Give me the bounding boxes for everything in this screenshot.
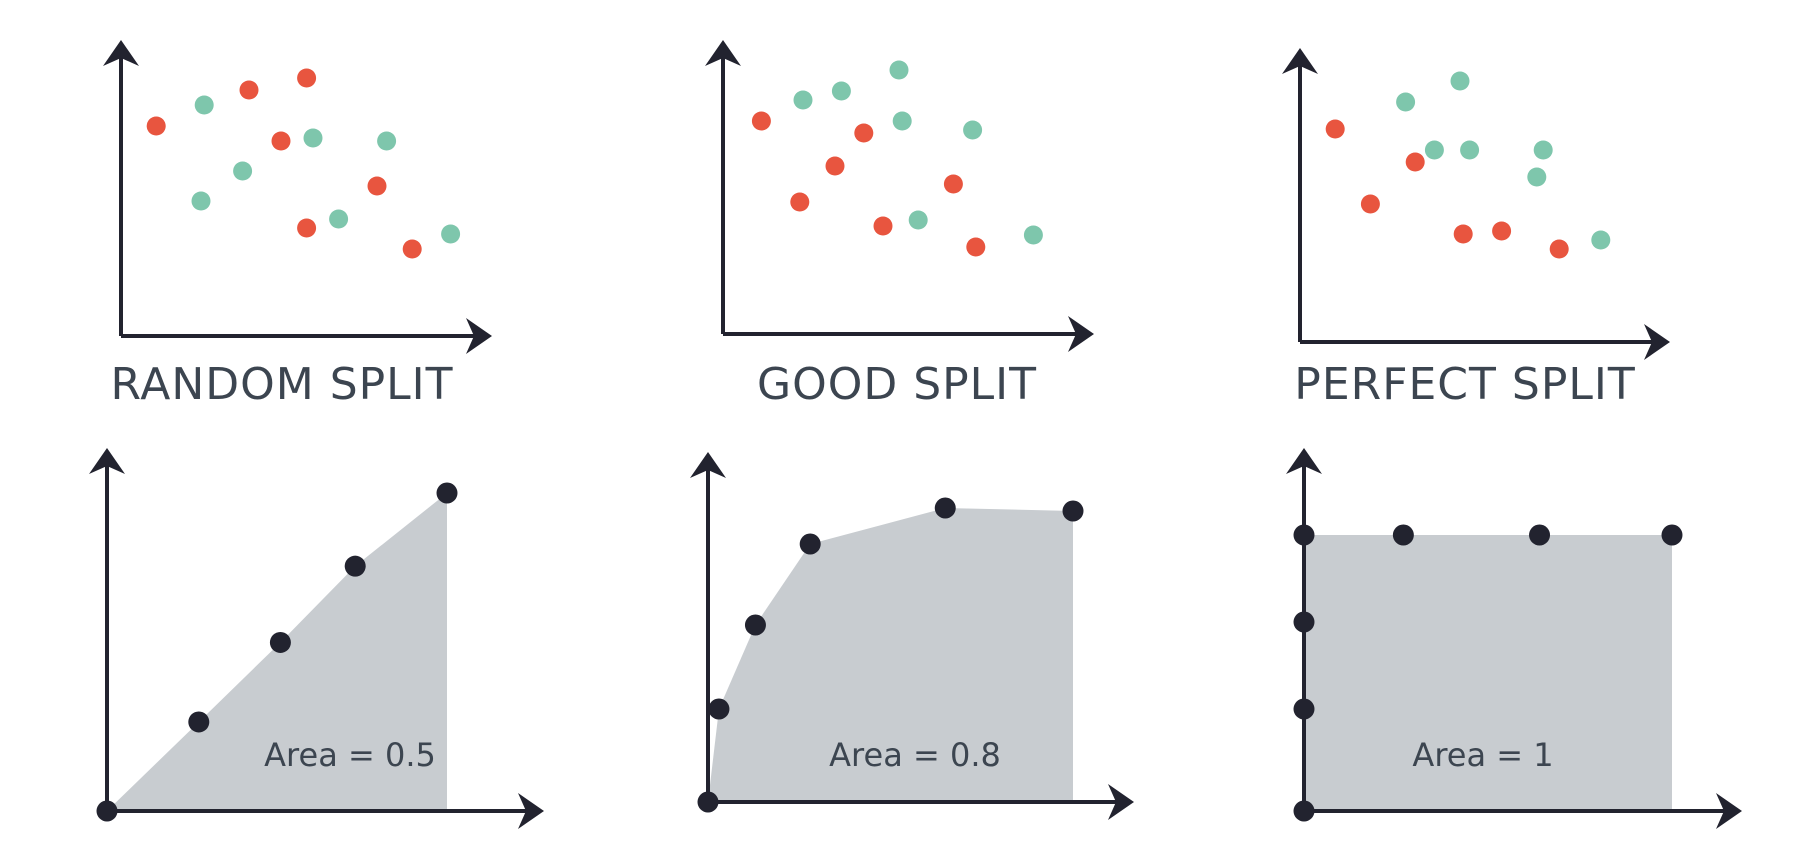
red-data-point bbox=[271, 131, 291, 151]
roc-area-fill bbox=[1304, 535, 1672, 811]
red-data-point bbox=[966, 237, 986, 257]
roc-point bbox=[1661, 524, 1683, 546]
good-split-label: GOOD SPLIT bbox=[757, 359, 1037, 410]
green-data-point bbox=[191, 191, 211, 211]
green-data-point bbox=[1460, 140, 1480, 160]
green-data-point bbox=[831, 81, 851, 101]
green-data-point bbox=[1591, 230, 1611, 250]
green-data-point bbox=[1533, 140, 1553, 160]
x-axis-arrowhead bbox=[1716, 793, 1742, 829]
y-axis-arrowhead bbox=[1286, 448, 1322, 474]
roc-point bbox=[269, 631, 291, 653]
x-axis-arrowhead bbox=[1644, 324, 1670, 360]
green-data-point bbox=[1527, 167, 1547, 187]
green-data-point bbox=[1396, 92, 1416, 112]
roc-point bbox=[934, 497, 956, 519]
good-split-area-label: Area = 0.8 bbox=[829, 736, 1001, 774]
roc-point bbox=[744, 614, 766, 636]
green-data-point bbox=[793, 90, 813, 110]
good-split-roc bbox=[690, 452, 1134, 820]
y-axis-arrowhead bbox=[705, 40, 741, 66]
roc-point bbox=[1529, 524, 1551, 546]
roc-point bbox=[1293, 611, 1315, 633]
random-split-label: RANDOM SPLIT bbox=[110, 359, 453, 410]
red-data-point bbox=[239, 80, 259, 100]
green-data-point bbox=[194, 95, 214, 115]
red-data-point bbox=[943, 174, 963, 194]
roc-point bbox=[436, 482, 458, 504]
random-split-roc bbox=[89, 448, 544, 829]
roc-point bbox=[188, 711, 210, 733]
green-data-point bbox=[1450, 71, 1470, 91]
x-axis-arrowhead bbox=[1068, 316, 1094, 352]
red-data-point bbox=[825, 156, 845, 176]
y-axis-arrowhead bbox=[1282, 48, 1318, 74]
red-data-point bbox=[402, 239, 422, 259]
roc-point bbox=[1392, 524, 1414, 546]
green-data-point bbox=[1023, 225, 1043, 245]
red-data-point bbox=[854, 123, 874, 143]
roc-point bbox=[96, 800, 118, 822]
red-data-point bbox=[1549, 239, 1569, 259]
green-data-point bbox=[329, 209, 349, 229]
x-axis-arrowhead bbox=[466, 318, 492, 354]
y-axis-arrowhead bbox=[89, 448, 125, 474]
red-data-point bbox=[751, 111, 771, 131]
red-data-point bbox=[146, 116, 166, 136]
green-data-point bbox=[963, 120, 983, 140]
red-data-point bbox=[790, 192, 810, 212]
roc-area-fill bbox=[708, 508, 1073, 802]
perfect-split-scatter bbox=[1282, 48, 1670, 360]
green-data-point bbox=[889, 60, 909, 80]
roc-point bbox=[1293, 800, 1315, 822]
roc-point bbox=[799, 533, 821, 555]
roc-point bbox=[1293, 698, 1315, 720]
green-data-point bbox=[377, 131, 397, 151]
perfect-split-label: PERFECT SPLIT bbox=[1294, 359, 1635, 410]
green-data-point bbox=[441, 224, 461, 244]
green-data-point bbox=[1424, 140, 1444, 160]
red-data-point bbox=[1492, 221, 1512, 241]
red-data-point bbox=[367, 176, 387, 196]
red-data-point bbox=[1360, 194, 1380, 214]
x-axis-arrowhead bbox=[1108, 784, 1134, 820]
roc-point bbox=[344, 555, 366, 577]
green-data-point bbox=[892, 111, 912, 131]
red-data-point bbox=[297, 68, 317, 88]
y-axis-arrowhead bbox=[103, 40, 139, 66]
roc-point bbox=[708, 698, 730, 720]
perfect-split-roc bbox=[1286, 448, 1742, 829]
good-split-scatter bbox=[705, 40, 1094, 352]
x-axis-arrowhead bbox=[518, 793, 544, 829]
red-data-point bbox=[873, 216, 893, 236]
random-split-scatter bbox=[103, 40, 492, 354]
red-data-point bbox=[297, 218, 317, 238]
red-data-point bbox=[1453, 224, 1473, 244]
green-data-point bbox=[303, 128, 323, 148]
red-data-point bbox=[1325, 119, 1345, 139]
roc-point bbox=[1062, 500, 1084, 522]
random-split-area-label: Area = 0.5 bbox=[264, 736, 436, 774]
roc-point bbox=[1293, 524, 1315, 546]
perfect-split-area-label: Area = 1 bbox=[1412, 736, 1553, 774]
roc-point bbox=[697, 791, 719, 813]
y-axis-arrowhead bbox=[690, 452, 726, 478]
red-data-point bbox=[1405, 152, 1425, 172]
green-data-point bbox=[233, 161, 253, 181]
green-data-point bbox=[908, 210, 928, 230]
